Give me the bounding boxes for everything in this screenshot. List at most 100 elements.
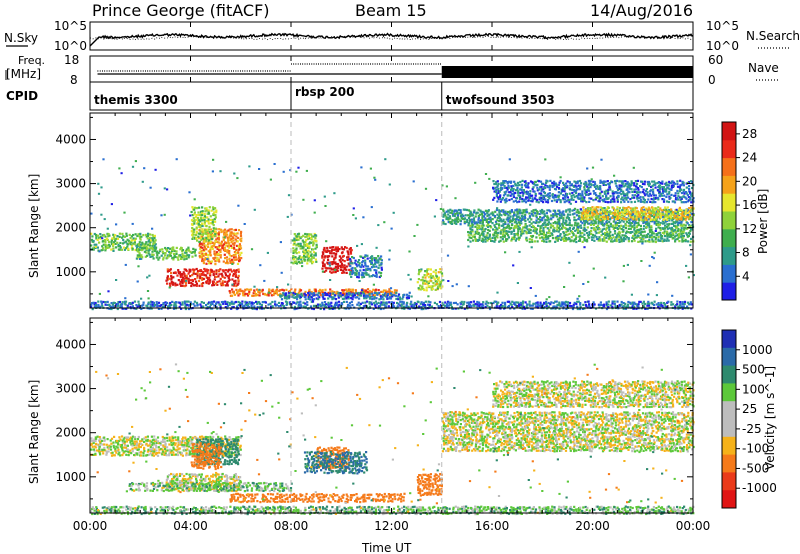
- colorbar-swatch: [722, 228, 736, 248]
- nave-tick-bottom: 0: [708, 73, 716, 87]
- x-tick-label: 04:00: [173, 519, 208, 533]
- power-colorbar: 4 8 12 16 20 24 28 Power [dB]: [721, 121, 770, 301]
- colorbar-swatch: [722, 330, 736, 349]
- y-tick-label: 2000: [55, 426, 86, 440]
- colorbar-tick-label: 8: [742, 246, 750, 260]
- scatter-region: [135, 246, 197, 261]
- colorbar-swatch: [722, 365, 736, 384]
- velocity-ylabel: Slant Range [km]: [27, 380, 41, 484]
- colorbar-tick-label: 1000: [742, 343, 773, 357]
- noise-search-series: [89, 35, 694, 41]
- scatter-region: [90, 505, 695, 516]
- scatter-region: [321, 246, 353, 274]
- y-tick-label: 4000: [55, 132, 86, 146]
- colorbar-swatch: [722, 246, 736, 265]
- noise-tick-bottom-left: 10^0: [54, 39, 87, 53]
- y-tick-label: 3000: [55, 382, 86, 396]
- date-title: 14/Aug/2016: [590, 1, 693, 20]
- x-tick-label: 00:00: [73, 519, 108, 533]
- scatter-region: [229, 492, 406, 504]
- colorbar-swatch: [722, 454, 736, 473]
- cpid-segment-label: rbsp 200: [295, 85, 354, 99]
- scatter-region: [416, 268, 444, 292]
- scatter-region: [190, 206, 218, 243]
- scatter-region: [279, 291, 411, 301]
- colorbar-swatch: [722, 193, 736, 212]
- cpid-panel: CPID themis 3300 rbsp 200 twofsound 3503: [6, 81, 694, 111]
- colorbar-tick-label: 16: [742, 198, 757, 212]
- colorbar-swatch: [722, 122, 736, 141]
- y-tick-label: 3000: [55, 177, 86, 191]
- colorbar-swatch: [722, 436, 736, 456]
- freq-dense-block: [441, 66, 693, 78]
- scatter-region: [291, 232, 318, 265]
- noise-tick-bottom-right: 10^0: [706, 39, 739, 53]
- colorbar-tick-label: 20: [742, 174, 757, 188]
- noise-search-label: N.Search: [746, 29, 800, 43]
- scatter-region: [467, 223, 695, 244]
- freq-tick-bottom: 8: [70, 73, 78, 87]
- colorbar-swatch: [722, 264, 736, 283]
- colorbar-swatch: [722, 472, 736, 491]
- noise-panel: 10^5 10^0 10^5 10^0 N.Sky N.Search: [4, 19, 800, 53]
- colorbar-swatch: [722, 211, 736, 230]
- y-tick-label: 4000: [55, 337, 86, 351]
- y-tick-label: 2000: [55, 221, 86, 235]
- x-tick-label: 20:00: [575, 519, 610, 533]
- time-axis: 00:00 04:00 08:00 12:00 16:00 20:00 00:00: [73, 22, 711, 533]
- colorbar-swatch: [722, 282, 736, 301]
- scatter-region: [416, 473, 443, 497]
- colorbar-swatch: [722, 401, 736, 420]
- velocity-panel: 1000 2000 3000 4000 Slant Range [km]: [27, 317, 695, 516]
- scatter-region: [492, 179, 695, 204]
- scatter-region: [128, 481, 293, 493]
- colorbar-tick-label: 500: [742, 363, 765, 377]
- colorbar-tick-label: -100: [742, 442, 769, 456]
- velocity-colorbar-label: Velocity [m s^-1]: [763, 366, 777, 470]
- cpid-label: CPID: [6, 89, 38, 103]
- freq-series: [97, 63, 693, 78]
- cpid-segment-label: themis 3300: [94, 93, 178, 107]
- freq-label-1: Freq.: [18, 54, 45, 67]
- freq-label-2: [MHz]: [6, 67, 41, 81]
- colorbar-tick-label: 25: [742, 402, 757, 416]
- freq-tick-top: 18: [64, 53, 79, 67]
- power-panel: 1000 2000 3000 4000 Slant Range [km]: [27, 112, 695, 311]
- x-tick-label: 16:00: [475, 519, 510, 533]
- colorbar-tick-label: 24: [742, 151, 757, 165]
- colorbar-swatch: [722, 419, 736, 438]
- scatter-region: [303, 450, 369, 475]
- x-tick-label: 12:00: [374, 519, 409, 533]
- colorbar-tick-label: 100: [742, 382, 765, 396]
- velocity-colorbar: 1000 500 100 25 -25 -100 -500 -1000 Velocity [m…: [721, 329, 777, 509]
- freq-panel: 18 8 60 0 Freq. [MHz] Nave: [5, 53, 780, 87]
- noise-sky-series: [89, 32, 694, 47]
- cpid-segment-label: twofsound 3503: [446, 93, 555, 107]
- time-axis-label: Time UT: [361, 541, 412, 554]
- scatter-region: [165, 267, 240, 288]
- cpid-change-markers: [290, 113, 443, 513]
- y-tick-label: 1000: [55, 470, 86, 484]
- sparse-points: [90, 158, 695, 301]
- noise-sky-label: N.Sky: [4, 31, 38, 45]
- scatter-region: [348, 254, 383, 279]
- scatter-region: [190, 442, 223, 471]
- power-colorbar-label: Power [dB]: [756, 189, 770, 254]
- colorbar-swatch: [722, 383, 736, 402]
- colorbar-tick-label: 28: [742, 127, 757, 141]
- scatter-region: [441, 411, 695, 453]
- power-ylabel: Slant Range [km]: [27, 174, 41, 278]
- colorbar-swatch: [722, 347, 736, 367]
- nave-label: Nave: [748, 61, 779, 75]
- colorbar-tick-label: -500: [742, 461, 769, 475]
- station-title: Prince George (fitACF): [92, 1, 270, 20]
- beam-title: Beam 15: [355, 1, 427, 20]
- nave-tick-top: 60: [708, 53, 723, 67]
- scatter-region: [492, 380, 695, 409]
- colorbar-tick-label: 4: [742, 269, 750, 283]
- noise-tick-top-left: 10^5: [54, 19, 87, 33]
- x-tick-label: 00:00: [676, 519, 711, 533]
- noise-tick-top-right: 10^5: [706, 19, 739, 33]
- colorbar-swatch: [722, 157, 736, 176]
- sparse-points: [95, 363, 688, 505]
